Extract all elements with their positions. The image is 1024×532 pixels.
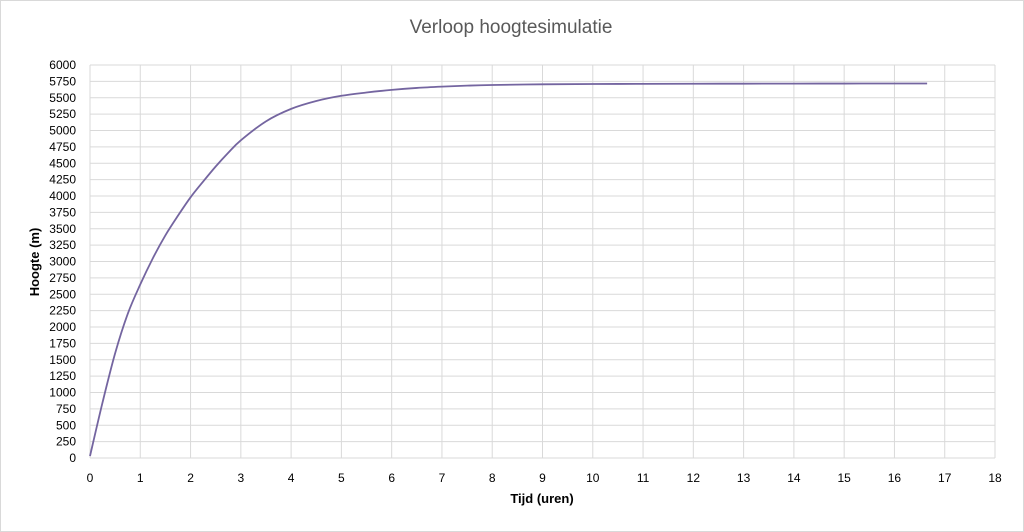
y-tick-label: 4750 — [49, 140, 76, 154]
y-tick-label: 4000 — [49, 189, 76, 203]
y-tick-label: 2750 — [49, 271, 76, 285]
y-axis-title: Hoogte (m) — [27, 228, 42, 297]
x-tick-label: 11 — [637, 471, 650, 485]
y-tick-label: 4500 — [49, 156, 76, 170]
y-tick-label: 1250 — [49, 369, 76, 383]
tick-layer: 0250500750100012501500175020002250250027… — [49, 58, 1002, 485]
y-tick-label: 1750 — [49, 336, 76, 350]
chart-title: Verloop hoogtesimulatie — [409, 17, 613, 38]
x-tick-label: 7 — [439, 471, 446, 485]
y-tick-label: 2250 — [49, 304, 76, 318]
x-tick-label: 14 — [787, 471, 801, 485]
y-tick-label: 6000 — [49, 58, 76, 72]
x-tick-label: 1 — [137, 471, 144, 485]
y-tick-label: 5250 — [49, 107, 76, 121]
series-line — [89, 82, 928, 457]
grid-layer — [89, 64, 996, 459]
x-tick-label: 9 — [539, 471, 546, 485]
x-tick-label: 8 — [489, 471, 496, 485]
x-tick-label: 17 — [938, 471, 952, 485]
x-tick-label: 18 — [988, 471, 1002, 485]
y-tick-label: 5750 — [49, 74, 76, 88]
y-tick-label: 2500 — [49, 287, 76, 301]
x-tick-label: 2 — [187, 471, 194, 485]
x-tick-label: 10 — [586, 471, 600, 485]
y-tick-label: 1500 — [49, 353, 76, 367]
y-tick-label: 3750 — [49, 205, 76, 219]
x-tick-label: 3 — [237, 471, 244, 485]
x-axis-title: Tijd (uren) — [510, 491, 573, 506]
y-tick-label: 2000 — [49, 320, 76, 334]
y-tick-label: 250 — [56, 435, 76, 449]
y-tick-label: 4250 — [49, 173, 76, 187]
y-tick-label: 3500 — [49, 222, 76, 236]
y-tick-label: 5000 — [49, 124, 76, 138]
series-layer — [89, 82, 928, 457]
y-tick-label: 1000 — [49, 386, 76, 400]
x-tick-label: 4 — [288, 471, 295, 485]
x-tick-label: 0 — [87, 471, 94, 485]
x-tick-label: 5 — [338, 471, 345, 485]
x-tick-label: 12 — [687, 471, 701, 485]
y-tick-label: 0 — [69, 451, 76, 465]
x-tick-label: 6 — [388, 471, 395, 485]
y-tick-label: 3250 — [49, 238, 76, 252]
y-tick-label: 500 — [56, 418, 76, 432]
y-tick-label: 3000 — [49, 255, 76, 269]
x-tick-label: 16 — [888, 471, 902, 485]
x-tick-label: 15 — [837, 471, 851, 485]
x-tick-label: 13 — [737, 471, 751, 485]
y-tick-label: 5500 — [49, 91, 76, 105]
y-tick-label: 750 — [56, 402, 76, 416]
